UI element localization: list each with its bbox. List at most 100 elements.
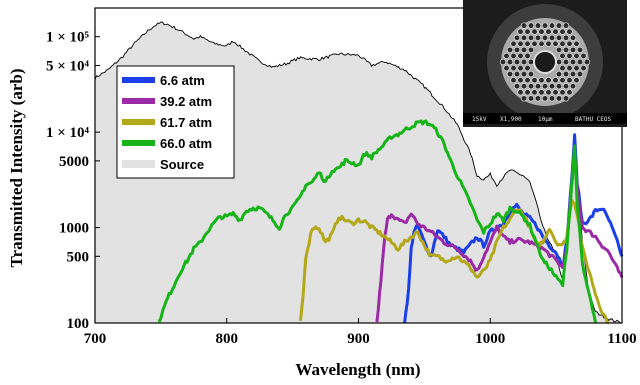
air-hole-36 [520, 46, 528, 54]
air-hole-40 [569, 46, 577, 54]
air-hole-28 [538, 40, 545, 47]
air-hole-78 [524, 77, 531, 84]
air-hole-52 [513, 58, 521, 66]
series-line-3 [299, 198, 610, 325]
air-hole-60 [503, 64, 510, 72]
air-hole-88 [527, 83, 535, 90]
air-hole-9 [531, 28, 538, 35]
air-hole-8 [524, 28, 531, 35]
inset-scale: 10μm [538, 116, 553, 123]
fiber-air-holes [499, 22, 591, 102]
y-tick-label-5: 500 [67, 249, 90, 265]
air-hole-13 [559, 28, 566, 35]
air-hole-105 [534, 95, 542, 102]
air-hole-103 [520, 95, 528, 102]
x-tick-label-2: 900 [347, 331, 370, 347]
air-hole-51 [506, 58, 514, 66]
inset-voltage: 15kV [472, 116, 487, 123]
air-hole-47 [566, 52, 573, 60]
air-hole-95 [517, 89, 524, 96]
legend-items: 6.6 atm 39.2 atm 61.7 atm 66.0 atm Source [122, 73, 212, 172]
air-hole-102 [566, 89, 573, 96]
air-hole-23 [569, 34, 577, 41]
air-hole-93 [562, 83, 570, 90]
air-hole-0 [520, 22, 528, 29]
air-hole-17 [527, 34, 535, 41]
y-tick-label-3: 5000 [59, 154, 89, 170]
series-line-source [94, 21, 622, 324]
air-hole-90 [541, 83, 549, 90]
air-hole-77 [517, 77, 524, 84]
air-hole-80 [538, 77, 545, 84]
air-hole-18 [534, 34, 542, 41]
air-hole-3 [541, 22, 549, 29]
air-hole-94 [569, 83, 577, 90]
air-hole-64 [559, 64, 566, 72]
legend-label-3: 66.0 atm [160, 136, 212, 151]
air-hole-91 [548, 83, 556, 90]
air-hole-48 [573, 52, 580, 60]
air-hole-97 [531, 89, 538, 96]
air-hole-7 [517, 28, 524, 35]
air-hole-61 [510, 64, 517, 72]
y-tick-label-6: 100 [67, 316, 90, 332]
air-hole-54 [527, 58, 535, 66]
sem-inset-image: 15kV X1,900 10μm BATHU CEOS [463, 0, 627, 127]
air-hole-12 [552, 28, 559, 35]
air-hole-37 [527, 46, 535, 54]
air-hole-81 [545, 77, 552, 84]
air-hole-31 [559, 40, 566, 47]
air-hole-107 [548, 95, 556, 102]
x-tick-label-4: 1100 [607, 331, 636, 347]
air-hole-85 [573, 77, 580, 84]
y-tick-label-0: 1 × 10⁵ [46, 30, 90, 46]
air-hole-29 [545, 40, 552, 47]
air-hole-22 [562, 34, 570, 41]
air-hole-67 [580, 64, 587, 72]
air-hole-2 [534, 22, 542, 29]
air-hole-38 [555, 46, 563, 54]
air-hole-49 [580, 52, 587, 60]
y-tick-label-2: 1 × 10⁴ [46, 125, 90, 141]
inset-info-bar [463, 113, 627, 124]
air-hole-56 [562, 58, 570, 66]
air-hole-24 [510, 40, 517, 47]
air-hole-84 [566, 77, 573, 84]
air-hole-6 [562, 22, 570, 29]
inset-magnification: X1,900 [500, 116, 522, 123]
air-hole-20 [548, 34, 556, 41]
air-hole-11 [545, 28, 552, 35]
ticks-group: 700 800 900 1000 1100 1 × 10⁵ 5 × 10⁴ 1 × 10⁴ 50… [46, 30, 637, 347]
air-hole-62 [517, 64, 524, 72]
air-hole-32 [566, 40, 573, 47]
legend-label-1: 39.2 atm [160, 94, 212, 109]
series-line-2 [375, 149, 624, 323]
air-hole-83 [559, 77, 566, 84]
air-hole-44 [517, 52, 524, 60]
air-hole-63 [524, 64, 531, 72]
air-hole-45 [524, 52, 531, 60]
air-hole-69 [513, 70, 521, 78]
air-hole-70 [520, 70, 528, 78]
air-hole-71 [527, 70, 535, 78]
air-hole-65 [566, 64, 573, 72]
air-hole-86 [513, 83, 521, 90]
air-hole-34 [506, 46, 514, 54]
air-hole-35 [513, 46, 521, 54]
air-hole-15 [513, 34, 521, 41]
x-axis-label: Wavelength (nm) [295, 360, 420, 379]
legend: 6.6 atm 39.2 atm 61.7 atm 66.0 atm Source [116, 65, 235, 179]
y-axis-label: Transmitted Intensity (arb) [7, 69, 26, 268]
air-hole-76 [510, 77, 517, 84]
air-hole-19 [541, 34, 549, 41]
air-hole-101 [559, 89, 566, 96]
legend-label-4: Source [160, 157, 204, 172]
y-tick-label-1: 5 × 10⁴ [46, 58, 90, 74]
legend-label-2: 61.7 atm [160, 115, 212, 130]
air-hole-104 [527, 95, 535, 102]
air-hole-74 [569, 70, 577, 78]
x-tick-label-0: 700 [84, 331, 107, 347]
air-hole-25 [517, 40, 524, 47]
air-hole-30 [552, 40, 559, 47]
